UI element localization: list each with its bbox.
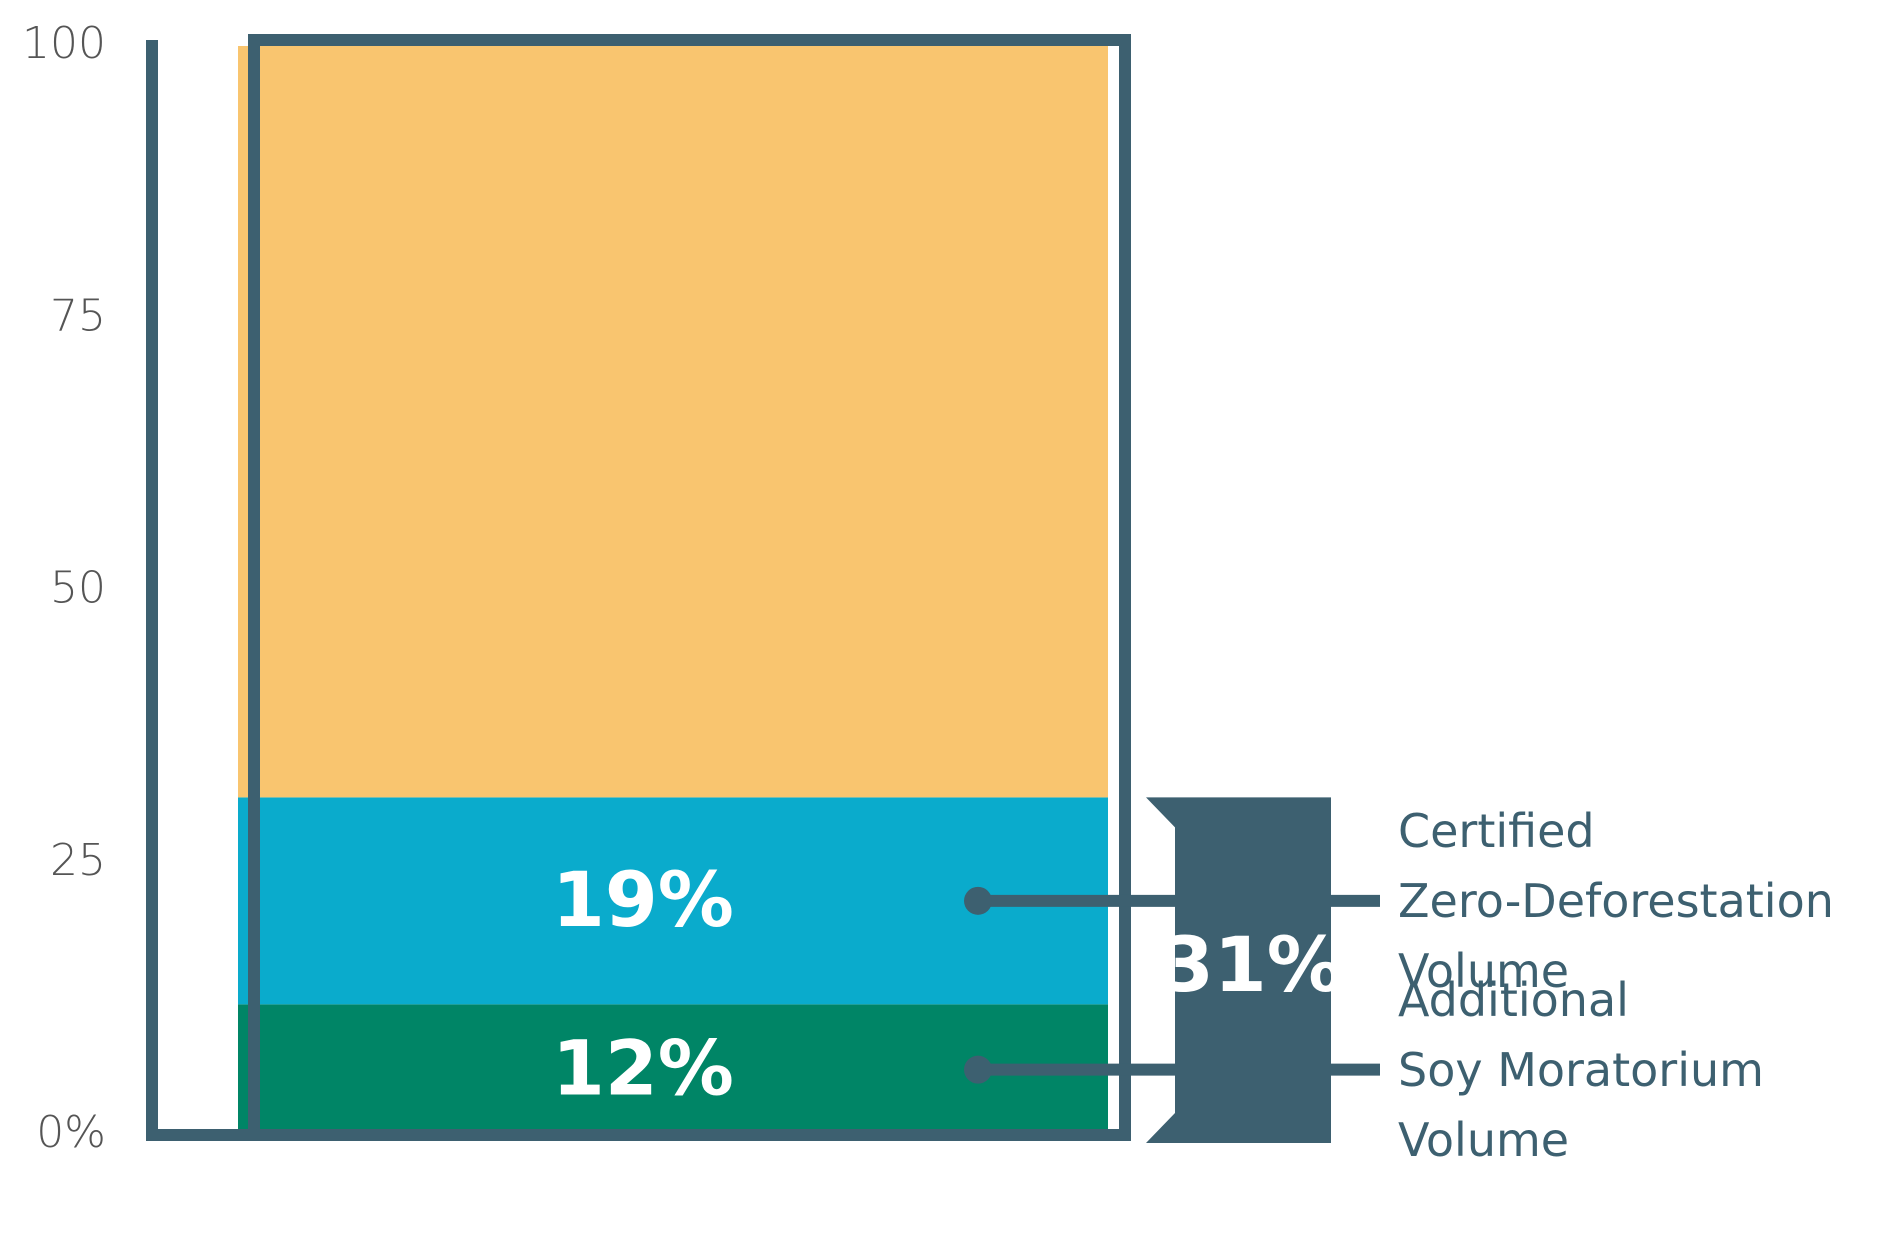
legend-label: Certified Zero-Deforestation Volume	[1398, 803, 1834, 998]
y-tick-label: 100	[22, 18, 106, 69]
axis-line	[146, 40, 254, 1141]
total-label: 31%	[1161, 920, 1343, 1009]
bar-outline	[248, 34, 1131, 1141]
y-tick-label: 25	[50, 835, 106, 886]
bar-segment	[238, 797, 1108, 1005]
legend-label: Additional Soy Moratorium Volume	[1398, 972, 1764, 1167]
legend-dot	[964, 886, 992, 915]
value-label: 19%	[552, 855, 734, 944]
bar-segment	[238, 1004, 1108, 1135]
legend-dot	[964, 1055, 992, 1084]
y-tick-label: 0%	[36, 1107, 106, 1158]
y-tick-label: 50	[50, 563, 106, 614]
value-label: 12%	[552, 1024, 734, 1113]
y-tick-label: 75	[50, 290, 106, 341]
bar-segment	[238, 46, 1108, 798]
total-bracket	[1146, 797, 1331, 1143]
